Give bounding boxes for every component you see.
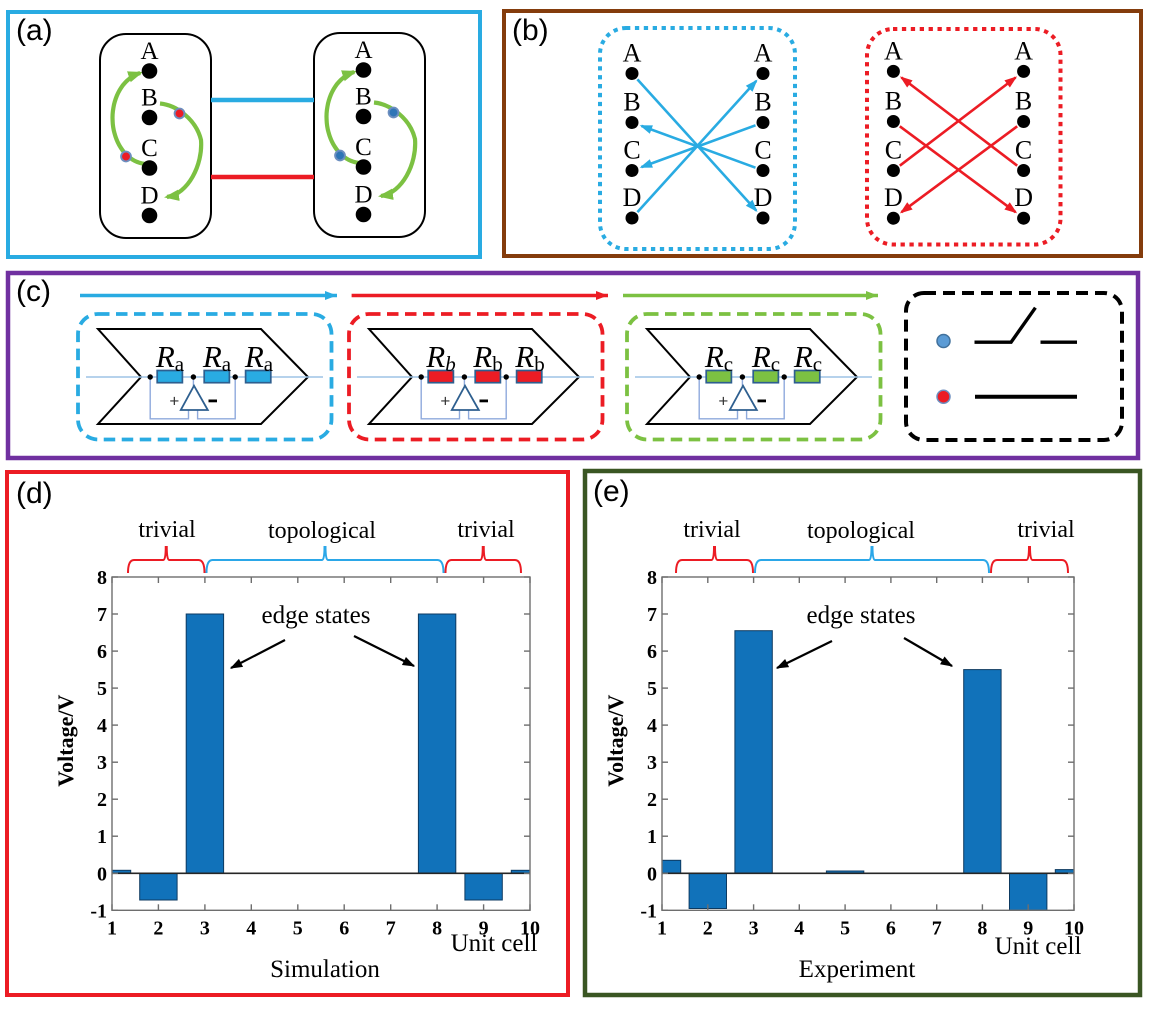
svg-text:8: 8 — [977, 917, 987, 939]
svg-text:D: D — [140, 183, 158, 210]
svg-text:7: 7 — [647, 604, 657, 626]
svg-text:3: 3 — [200, 917, 210, 939]
svg-text:A: A — [140, 38, 158, 65]
svg-text:A: A — [354, 37, 372, 64]
svg-text:Voltage/V: Voltage/V — [603, 695, 628, 787]
svg-text:trivial: trivial — [1017, 517, 1075, 543]
svg-text:(a): (a) — [16, 14, 53, 47]
svg-text:6: 6 — [339, 917, 349, 939]
svg-text:4: 4 — [794, 917, 804, 939]
svg-text:Simulation: Simulation — [270, 956, 380, 983]
svg-text:1: 1 — [97, 826, 107, 848]
svg-text:trivial: trivial — [683, 517, 741, 543]
svg-text:4: 4 — [97, 715, 107, 737]
svg-text:B: B — [623, 88, 640, 117]
svg-text:6: 6 — [97, 641, 107, 663]
svg-text:10: 10 — [520, 917, 540, 939]
svg-text:6: 6 — [886, 917, 896, 939]
svg-text:0: 0 — [647, 863, 657, 885]
svg-text:+: + — [718, 392, 728, 411]
svg-text:(e): (e) — [593, 475, 630, 508]
svg-text:1: 1 — [657, 917, 667, 939]
svg-text:B: B — [141, 85, 158, 112]
svg-text:edge states: edge states — [807, 602, 916, 629]
svg-text:Unit cell: Unit cell — [451, 930, 538, 957]
svg-text:-1: -1 — [90, 900, 107, 922]
svg-text:+: + — [440, 392, 450, 411]
svg-text:3: 3 — [647, 752, 657, 774]
svg-text:C: C — [1015, 136, 1032, 165]
svg-text:Experiment: Experiment — [799, 956, 916, 983]
svg-text:3: 3 — [97, 752, 107, 774]
svg-text:C: C — [141, 135, 158, 162]
svg-text:9: 9 — [479, 917, 489, 939]
svg-text:2: 2 — [647, 789, 657, 811]
svg-text:edge states: edge states — [262, 602, 371, 629]
svg-text:7: 7 — [932, 917, 942, 939]
svg-text:C: C — [355, 134, 372, 161]
svg-text:D: D — [884, 183, 903, 212]
svg-text:7: 7 — [97, 604, 107, 626]
svg-text:C: C — [754, 136, 771, 165]
svg-text:8: 8 — [97, 567, 107, 589]
svg-text:0: 0 — [97, 863, 107, 885]
svg-text:5: 5 — [97, 678, 107, 700]
svg-text:B: B — [1015, 87, 1032, 116]
svg-text:Voltage/V: Voltage/V — [53, 695, 78, 787]
svg-text:5: 5 — [840, 917, 850, 939]
svg-text:(b): (b) — [512, 14, 549, 47]
svg-text:Unit cell: Unit cell — [995, 933, 1082, 960]
svg-text:6: 6 — [647, 641, 657, 663]
svg-text:D: D — [1014, 183, 1033, 212]
svg-text:A: A — [623, 39, 642, 68]
svg-text:D: D — [354, 182, 372, 209]
svg-text:trivial: trivial — [457, 517, 515, 543]
svg-text:4: 4 — [647, 715, 657, 737]
svg-text:5: 5 — [293, 917, 303, 939]
svg-text:A: A — [1014, 36, 1033, 65]
svg-text:2: 2 — [153, 917, 163, 939]
svg-text:-1: -1 — [640, 900, 657, 922]
svg-text:2: 2 — [97, 789, 107, 811]
svg-text:D: D — [754, 183, 773, 212]
svg-text:3: 3 — [749, 917, 759, 939]
svg-text:A: A — [884, 36, 903, 65]
svg-text:1: 1 — [107, 917, 117, 939]
svg-text:+: + — [169, 392, 179, 411]
svg-text:4: 4 — [246, 917, 256, 939]
svg-text:B: B — [355, 84, 372, 111]
svg-text:9: 9 — [1023, 917, 1033, 939]
svg-text:B: B — [754, 88, 771, 117]
svg-text:C: C — [623, 136, 640, 165]
svg-text:5: 5 — [647, 678, 657, 700]
svg-text:8: 8 — [432, 917, 442, 939]
svg-text:1: 1 — [647, 826, 657, 848]
svg-text:(d): (d) — [16, 477, 53, 510]
svg-text:A: A — [754, 39, 773, 68]
svg-text:topological: topological — [268, 518, 376, 544]
svg-text:C: C — [885, 136, 902, 165]
svg-text:Ra: Ra — [244, 339, 274, 376]
svg-text:topological: topological — [807, 518, 915, 544]
svg-text:B: B — [885, 87, 902, 116]
svg-text:2: 2 — [703, 917, 713, 939]
svg-text:D: D — [623, 183, 642, 212]
svg-text:8: 8 — [647, 567, 657, 589]
svg-text:7: 7 — [386, 917, 396, 939]
svg-text:(c): (c) — [16, 275, 51, 308]
svg-text:trivial: trivial — [138, 517, 196, 543]
svg-text:10: 10 — [1064, 917, 1084, 939]
